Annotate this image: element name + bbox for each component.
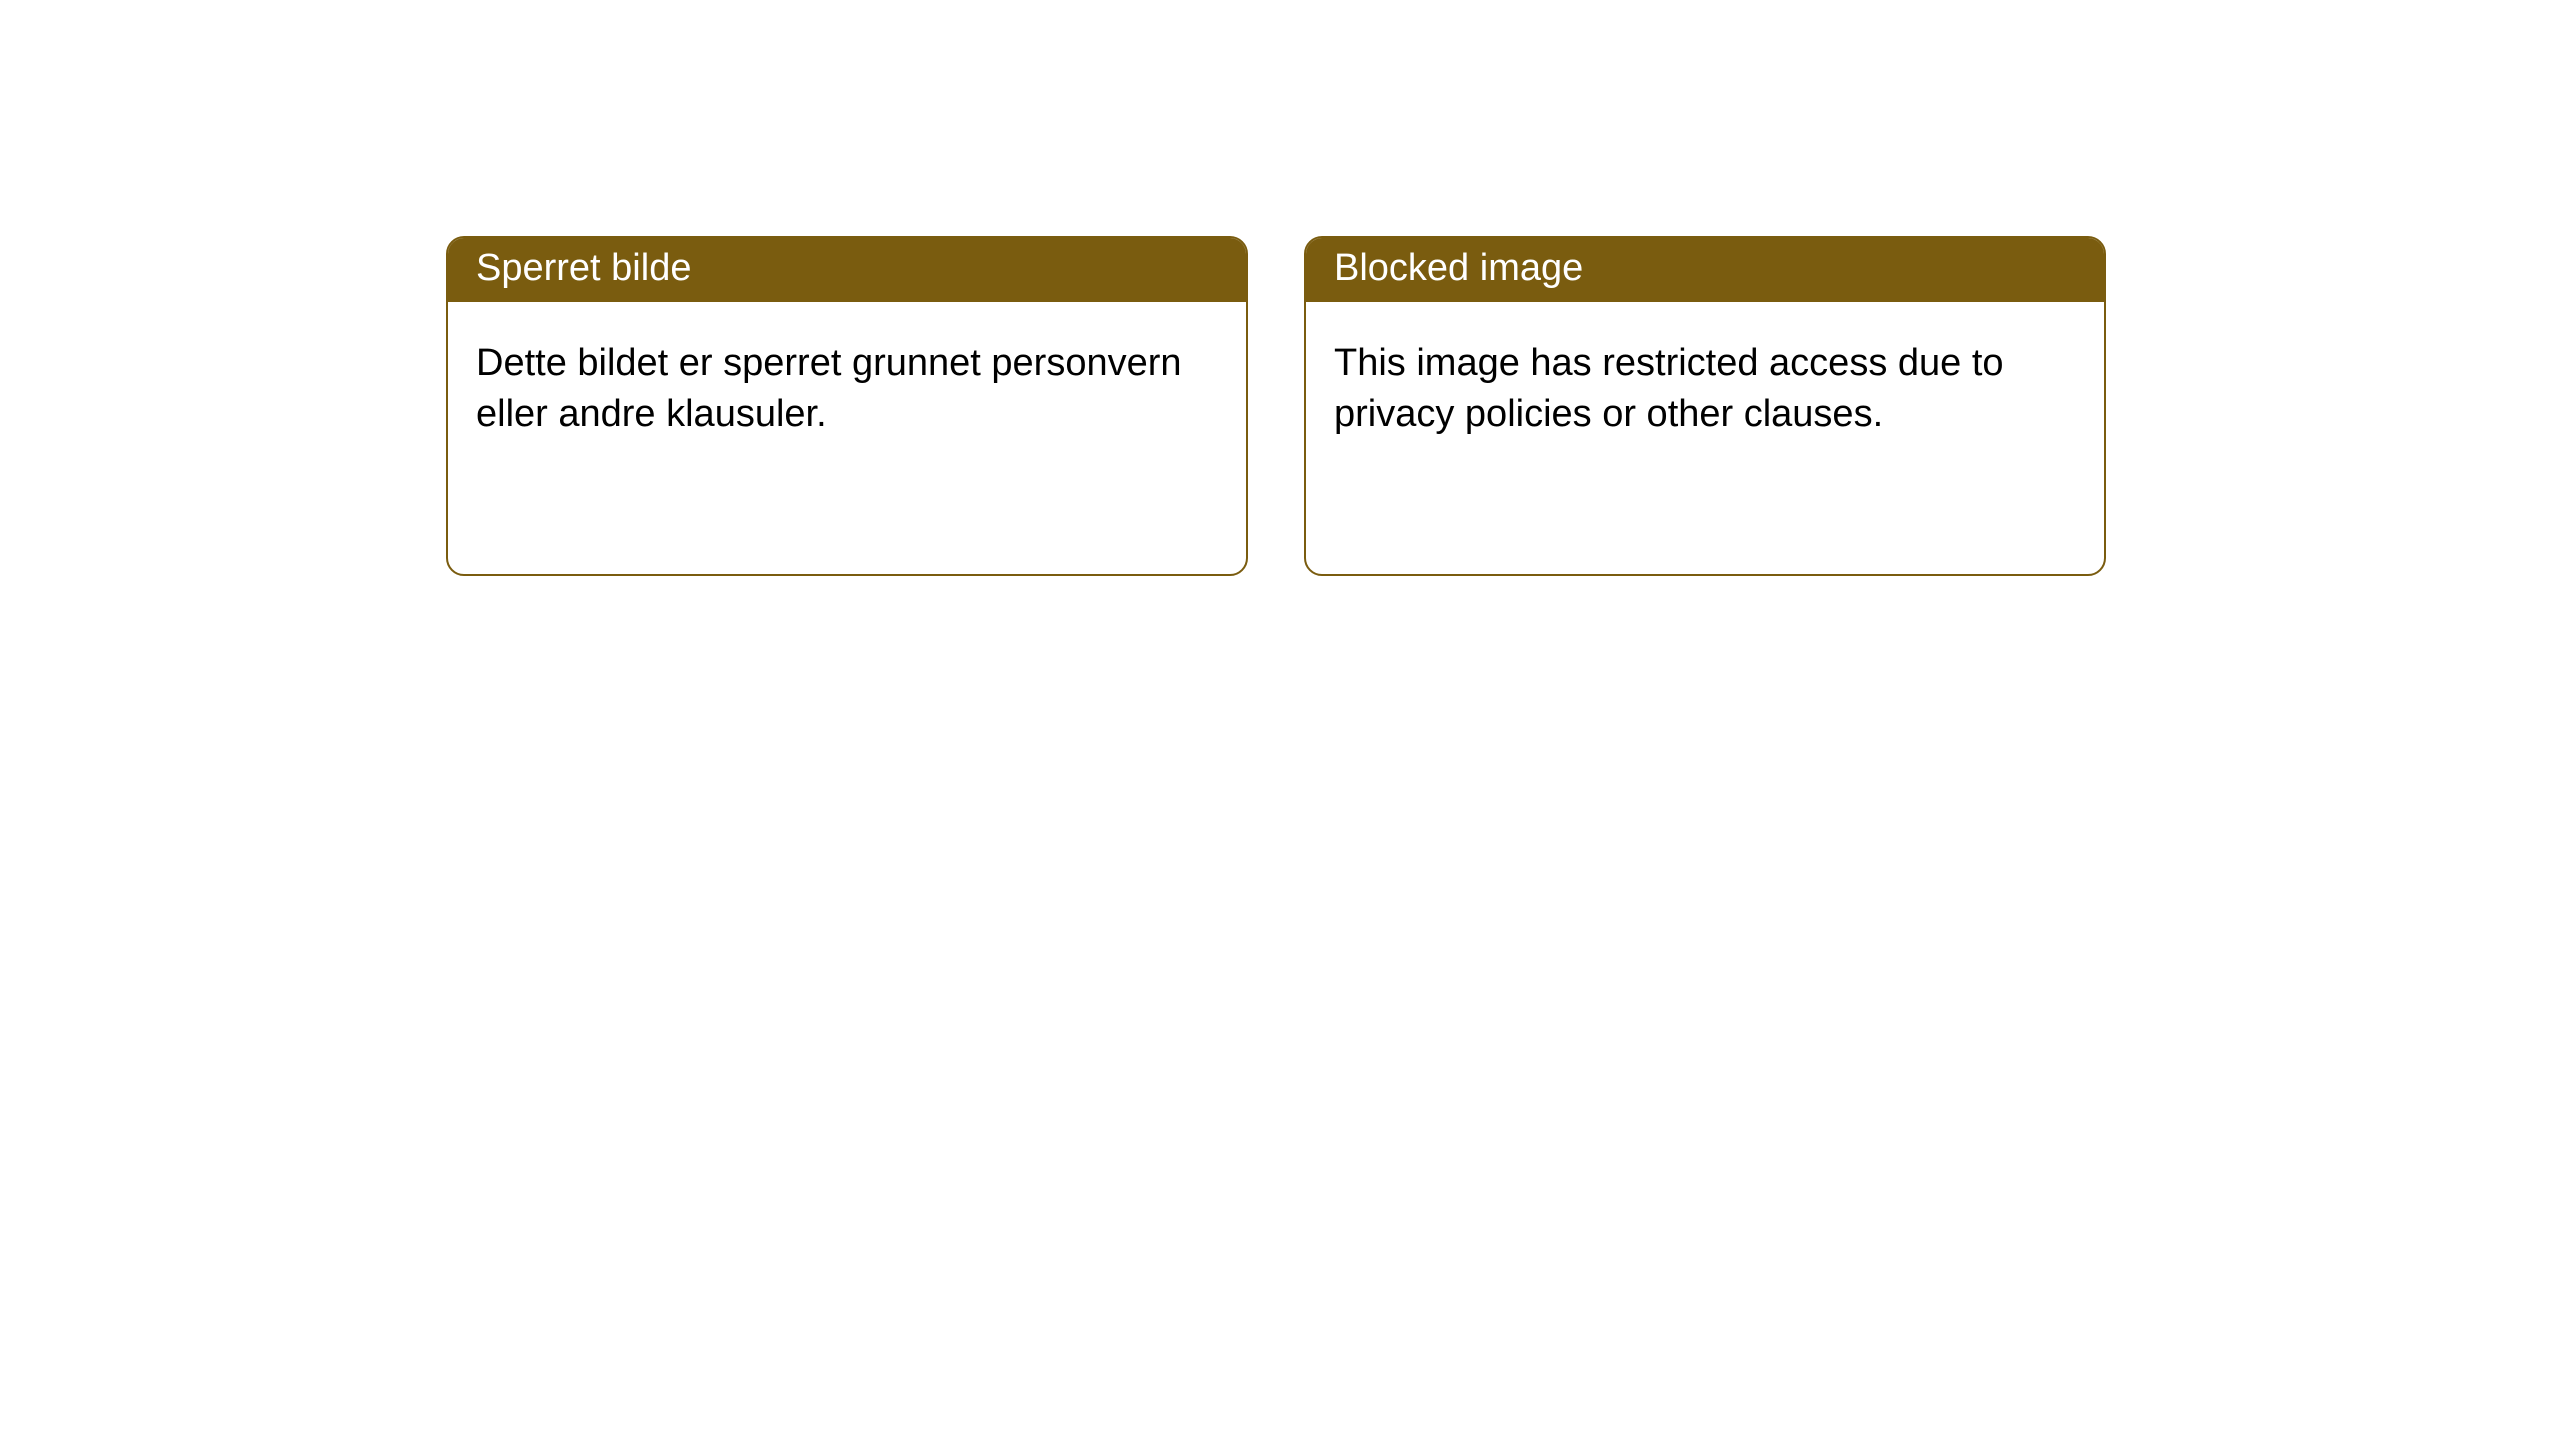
notice-body-text: This image has restricted access due to … <box>1306 302 2104 574</box>
notice-body-text: Dette bildet er sperret grunnet personve… <box>448 302 1246 574</box>
notice-card-norwegian: Sperret bilde Dette bildet er sperret gr… <box>446 236 1248 576</box>
notice-title: Sperret bilde <box>448 238 1246 302</box>
notice-title: Blocked image <box>1306 238 2104 302</box>
notice-container: Sperret bilde Dette bildet er sperret gr… <box>0 0 2560 576</box>
notice-card-english: Blocked image This image has restricted … <box>1304 236 2106 576</box>
